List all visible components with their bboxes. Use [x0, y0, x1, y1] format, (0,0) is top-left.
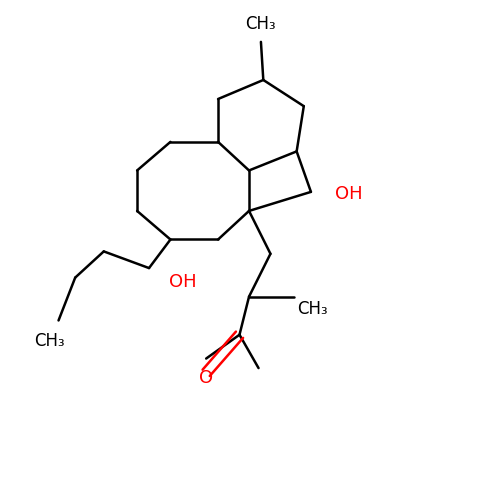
Text: OH: OH: [335, 185, 363, 203]
Text: CH₃: CH₃: [246, 15, 276, 33]
Text: OH: OH: [169, 274, 196, 291]
Text: CH₃: CH₃: [297, 299, 327, 318]
Text: CH₃: CH₃: [34, 332, 64, 350]
Text: O: O: [199, 369, 213, 387]
